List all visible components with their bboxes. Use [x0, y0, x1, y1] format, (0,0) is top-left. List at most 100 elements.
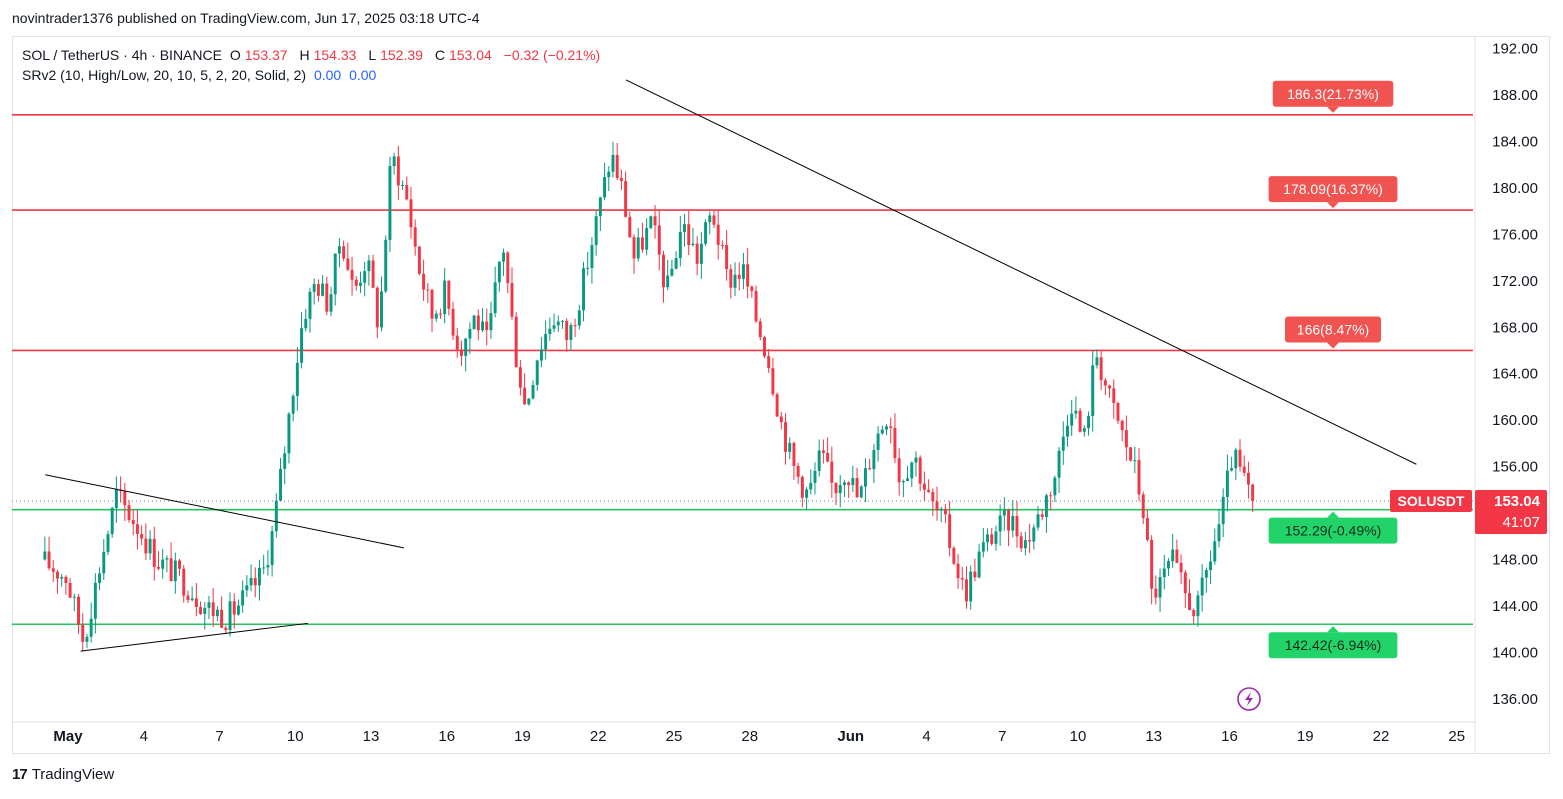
candle-up [981, 542, 985, 552]
support-label-badge [1268, 632, 1398, 659]
candle-down [640, 237, 644, 250]
candle-up [1133, 460, 1137, 462]
candle-down [460, 349, 463, 356]
candle-up [203, 607, 207, 614]
time-axis-tick-label: 13 [1145, 728, 1162, 745]
candle-down [948, 514, 952, 548]
candle-up [998, 515, 1002, 532]
time-axis-tick-label: 10 [1070, 728, 1087, 745]
candle-up [1209, 561, 1213, 571]
candle-up [594, 216, 598, 246]
candle-up [1044, 495, 1048, 517]
candle-down [199, 606, 203, 614]
resistance-label-badge [1285, 316, 1381, 343]
candle-down [960, 578, 964, 580]
candle-down [657, 225, 661, 255]
candle-down [796, 465, 800, 477]
candle-up [114, 489, 118, 508]
candle-up [236, 605, 240, 615]
candle-up [1057, 450, 1061, 478]
candle-down [485, 321, 489, 331]
candle-up [1023, 540, 1027, 549]
candle-up [388, 166, 392, 240]
trendline[interactable] [45, 474, 404, 549]
candle-down [1124, 430, 1128, 448]
candle-up [733, 274, 737, 288]
candle-down [68, 582, 72, 598]
publish-line: novintrader1376 published on TradingView… [12, 10, 480, 26]
badge-pointer [1327, 202, 1339, 209]
candle-down [438, 313, 442, 315]
candle-up [161, 559, 165, 569]
candle-down [632, 237, 636, 259]
candle-down [325, 283, 329, 312]
support-label-text: 142.42(-6.94%) [1285, 637, 1382, 653]
symbol-label[interactable]: SOL / TetherUS · 4h · BINANCE [22, 47, 222, 63]
candle-down [1242, 466, 1246, 473]
candle-up [274, 500, 278, 532]
symbol-badge[interactable] [1390, 489, 1472, 512]
candle-down [396, 156, 400, 186]
candle-down [518, 367, 522, 388]
price-axis-tick-label: 164.00 [1492, 366, 1538, 383]
candle-up [228, 601, 232, 631]
tradingview-logo-icon[interactable]: 17 [12, 766, 28, 783]
candle-up [312, 284, 316, 292]
candle-up [708, 215, 712, 223]
candle-down [922, 483, 926, 490]
candle-down [767, 356, 771, 369]
candle-down [771, 368, 775, 395]
low-label: L 152.39 [368, 47, 427, 63]
candle-down [868, 468, 872, 470]
candle-up [611, 154, 615, 172]
candle-down [417, 246, 421, 274]
candle-up [93, 582, 97, 619]
candle-up [443, 280, 447, 315]
indicator-label[interactable]: SRv2 (10, High/Low, 20, 10, 5, 2, 20, So… [22, 67, 307, 83]
candle-up [1074, 410, 1078, 414]
candle-down [1175, 549, 1179, 563]
candle-up [295, 362, 299, 396]
candle-up [914, 457, 918, 463]
candle-down [619, 178, 623, 182]
candle-down [624, 181, 628, 217]
candle-down [51, 568, 55, 572]
candle-down [834, 482, 838, 494]
candle-down [1179, 562, 1183, 573]
candle-up [1221, 496, 1225, 525]
candle-down [1028, 540, 1032, 542]
candle-up [279, 468, 282, 501]
candle-up [359, 282, 362, 286]
price-axis-tick-label: 176.00 [1492, 226, 1538, 243]
candle-down [409, 199, 413, 228]
candle-up [283, 453, 287, 469]
candle-down [573, 325, 577, 327]
candle-down [178, 560, 181, 569]
high-label: H 154.33 [299, 47, 360, 63]
candle-down [1183, 572, 1187, 594]
candle-down [510, 283, 514, 317]
footer-brand[interactable]: TradingView [31, 766, 115, 783]
candle-up [304, 318, 308, 329]
trendline[interactable] [80, 622, 308, 652]
candle-down [220, 609, 224, 628]
candle-up [817, 450, 821, 471]
resistance-label-text: 178.09(16.37%) [1283, 181, 1383, 197]
candle-down [1137, 460, 1141, 495]
close-value: 153.04 [448, 47, 492, 63]
candle-up [497, 261, 501, 283]
candle-up [98, 573, 102, 583]
candle-up [207, 602, 211, 608]
candle-down [918, 457, 922, 484]
candle-up [1091, 365, 1095, 417]
price-axis-tick-label: 168.00 [1492, 319, 1538, 336]
time-axis-tick-label: 25 [666, 728, 683, 745]
time-axis-tick-label: Jun [837, 728, 864, 745]
time-axis-tick-label: 4 [140, 728, 148, 745]
candle-up [337, 246, 341, 254]
candle-up [880, 429, 884, 434]
trendline[interactable] [625, 79, 1417, 465]
